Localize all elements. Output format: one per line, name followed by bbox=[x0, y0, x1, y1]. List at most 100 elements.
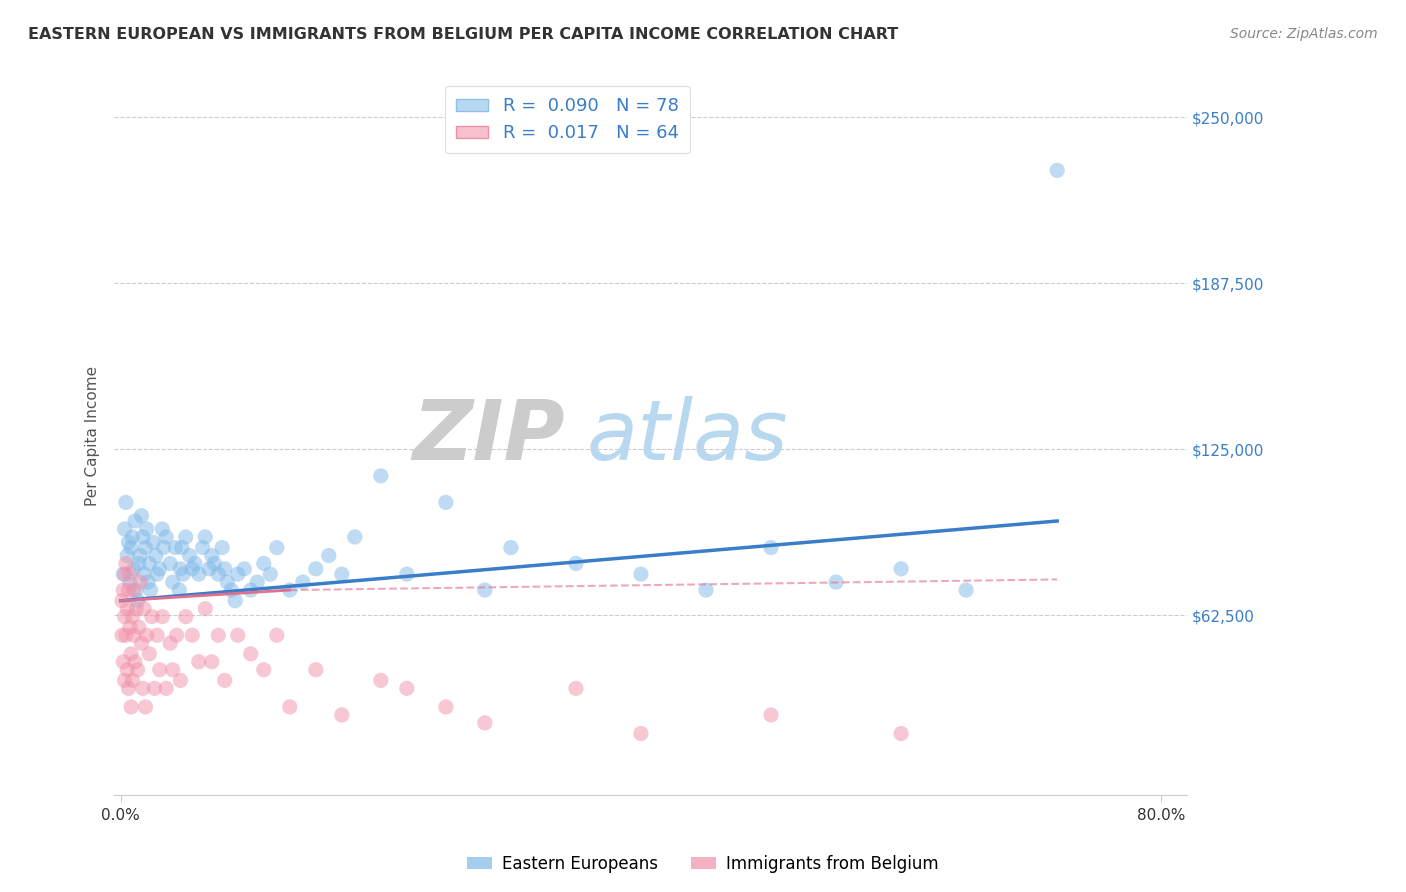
Point bbox=[305, 562, 328, 576]
Point bbox=[630, 567, 652, 582]
Point bbox=[138, 557, 160, 571]
Point bbox=[112, 655, 135, 669]
Point bbox=[125, 601, 148, 615]
Legend: R =  0.090   N = 78, R =  0.017   N = 64: R = 0.090 N = 78, R = 0.017 N = 64 bbox=[446, 87, 690, 153]
Point bbox=[155, 530, 177, 544]
Point bbox=[122, 628, 145, 642]
Point bbox=[291, 575, 314, 590]
Point bbox=[187, 567, 209, 582]
Point bbox=[141, 609, 163, 624]
Point bbox=[135, 628, 157, 642]
Point bbox=[165, 541, 187, 555]
Point bbox=[121, 609, 143, 624]
Point bbox=[181, 628, 204, 642]
Point bbox=[224, 593, 246, 607]
Point bbox=[890, 726, 912, 740]
Point bbox=[226, 628, 249, 642]
Point bbox=[117, 535, 139, 549]
Point bbox=[129, 575, 152, 590]
Point bbox=[138, 647, 160, 661]
Point bbox=[1046, 163, 1069, 178]
Point bbox=[187, 655, 209, 669]
Point bbox=[259, 567, 281, 582]
Point bbox=[117, 583, 139, 598]
Point bbox=[565, 557, 588, 571]
Point bbox=[115, 549, 138, 563]
Point bbox=[194, 530, 217, 544]
Point bbox=[159, 557, 181, 571]
Point bbox=[198, 562, 221, 576]
Point bbox=[134, 700, 156, 714]
Point bbox=[759, 541, 782, 555]
Point bbox=[219, 583, 242, 598]
Point bbox=[226, 567, 249, 582]
Point bbox=[233, 562, 256, 576]
Point bbox=[174, 609, 197, 624]
Point bbox=[217, 575, 239, 590]
Point bbox=[114, 609, 136, 624]
Point bbox=[111, 593, 134, 607]
Point bbox=[159, 636, 181, 650]
Point bbox=[172, 567, 194, 582]
Point bbox=[127, 593, 149, 607]
Point bbox=[122, 562, 145, 576]
Point bbox=[162, 663, 184, 677]
Point bbox=[127, 663, 149, 677]
Point bbox=[343, 530, 366, 544]
Point bbox=[318, 549, 340, 563]
Point bbox=[150, 609, 173, 624]
Point bbox=[120, 700, 142, 714]
Point bbox=[115, 495, 138, 509]
Point bbox=[474, 583, 496, 598]
Point bbox=[155, 681, 177, 696]
Text: atlas: atlas bbox=[586, 395, 787, 476]
Point bbox=[111, 628, 134, 642]
Point bbox=[266, 541, 288, 555]
Point bbox=[114, 567, 136, 582]
Point bbox=[169, 673, 191, 688]
Point bbox=[121, 673, 143, 688]
Point bbox=[118, 575, 141, 590]
Point bbox=[759, 707, 782, 722]
Point bbox=[278, 700, 301, 714]
Point bbox=[179, 549, 201, 563]
Point bbox=[124, 655, 146, 669]
Point bbox=[305, 663, 328, 677]
Text: ZIP: ZIP bbox=[412, 395, 565, 476]
Point bbox=[253, 663, 276, 677]
Point bbox=[266, 628, 288, 642]
Point bbox=[114, 673, 136, 688]
Point bbox=[145, 549, 167, 563]
Point bbox=[191, 541, 214, 555]
Point bbox=[955, 583, 977, 598]
Point bbox=[134, 541, 156, 555]
Point bbox=[434, 700, 457, 714]
Point bbox=[120, 647, 142, 661]
Point bbox=[146, 567, 169, 582]
Point bbox=[174, 530, 197, 544]
Point bbox=[194, 601, 217, 615]
Point bbox=[132, 530, 155, 544]
Point bbox=[132, 567, 155, 582]
Point bbox=[152, 541, 174, 555]
Point bbox=[184, 557, 207, 571]
Point bbox=[131, 508, 153, 523]
Point bbox=[149, 663, 172, 677]
Text: Source: ZipAtlas.com: Source: ZipAtlas.com bbox=[1230, 27, 1378, 41]
Point bbox=[121, 530, 143, 544]
Point bbox=[115, 628, 138, 642]
Text: EASTERN EUROPEAN VS IMMIGRANTS FROM BELGIUM PER CAPITA INCOME CORRELATION CHART: EASTERN EUROPEAN VS IMMIGRANTS FROM BELG… bbox=[28, 27, 898, 42]
Point bbox=[202, 557, 225, 571]
Point bbox=[122, 583, 145, 598]
Point bbox=[169, 562, 191, 576]
Point bbox=[239, 583, 262, 598]
Point bbox=[139, 583, 162, 598]
Point bbox=[211, 541, 233, 555]
Point bbox=[115, 601, 138, 615]
Point bbox=[370, 468, 392, 483]
Point bbox=[131, 636, 153, 650]
Point bbox=[143, 681, 166, 696]
Point bbox=[214, 562, 236, 576]
Point bbox=[170, 541, 193, 555]
Point bbox=[146, 628, 169, 642]
